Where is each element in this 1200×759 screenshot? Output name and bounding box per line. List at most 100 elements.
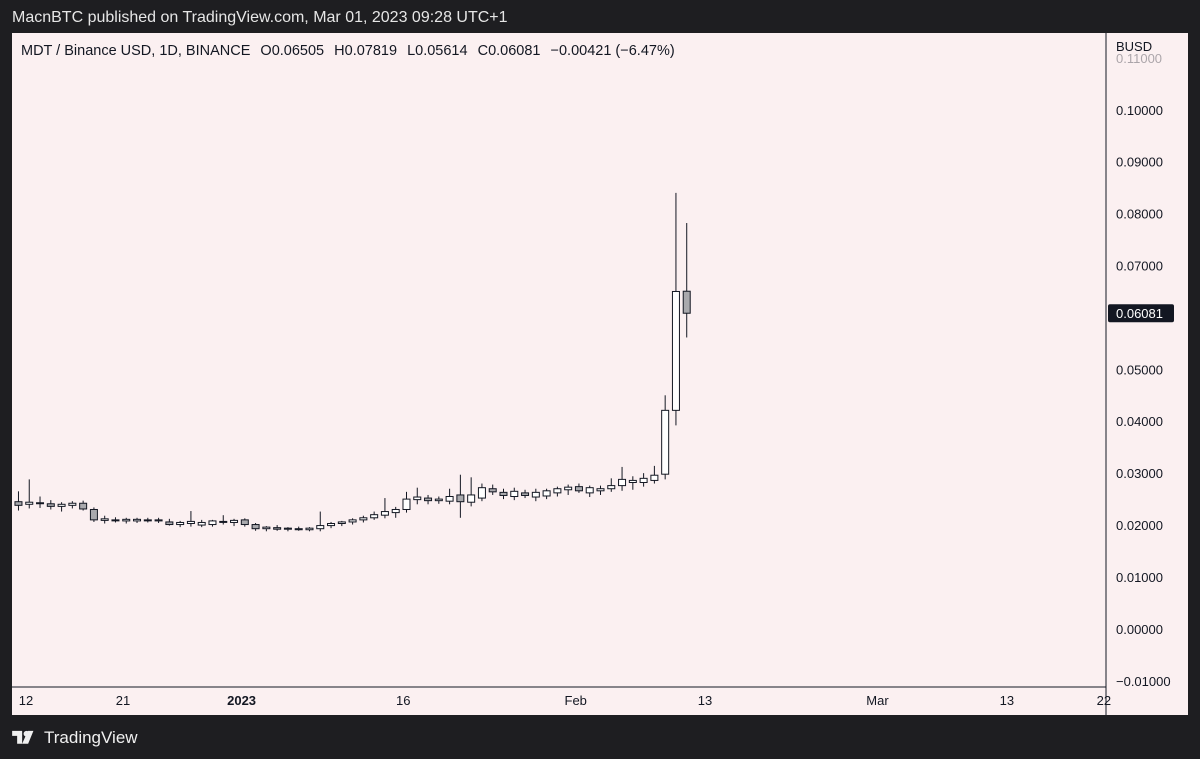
candle-body — [100, 518, 109, 521]
candle[interactable] — [424, 494, 433, 505]
candle-body — [89, 508, 98, 521]
candle-body — [219, 520, 228, 523]
time-tick-label: Feb — [565, 693, 587, 708]
candle[interactable] — [456, 474, 465, 518]
price-axis[interactable]: 0.11000 0.10000 0.09000 0.08000 0.07000 0.050… — [1116, 51, 1171, 689]
candle[interactable] — [100, 515, 109, 524]
candle[interactable] — [219, 515, 228, 525]
candle-body — [531, 491, 540, 498]
candle[interactable] — [111, 517, 120, 523]
candle-body — [294, 528, 303, 531]
candle[interactable] — [133, 517, 142, 523]
price-tick-label: 0.03000 — [1116, 466, 1163, 481]
candle[interactable] — [607, 478, 616, 492]
candle[interactable] — [661, 395, 670, 480]
candle[interactable] — [380, 498, 389, 519]
candle-body — [25, 501, 34, 505]
candle[interactable] — [564, 484, 573, 495]
candle[interactable] — [79, 500, 88, 511]
candle[interactable] — [531, 488, 540, 502]
candle[interactable] — [305, 527, 314, 532]
candle[interactable] — [348, 518, 357, 525]
candle[interactable] — [57, 502, 66, 512]
candle[interactable] — [553, 486, 562, 497]
price-tick-label: 0.02000 — [1116, 518, 1163, 533]
candle[interactable] — [445, 488, 454, 505]
candle-body — [348, 519, 357, 523]
candle[interactable] — [230, 518, 239, 527]
candle[interactable] — [434, 496, 443, 504]
candle-body — [273, 527, 282, 530]
candle[interactable] — [89, 507, 98, 522]
candle[interactable] — [273, 525, 282, 531]
candle-body — [143, 519, 152, 522]
candle[interactable] — [510, 487, 519, 501]
candle[interactable] — [143, 517, 152, 523]
candle-body — [628, 479, 637, 483]
candle[interactable] — [370, 511, 379, 520]
candle[interactable] — [68, 501, 77, 509]
candle[interactable] — [197, 519, 206, 528]
candle[interactable] — [628, 476, 637, 490]
candle[interactable] — [14, 491, 23, 511]
ohlc-low: L0.05614 — [407, 43, 468, 59]
candle[interactable] — [251, 522, 260, 531]
price-tick-label-partial: 0.11000 — [1116, 51, 1162, 66]
candle-body — [488, 488, 497, 493]
candle-body — [424, 497, 433, 502]
candle-body — [650, 474, 659, 481]
candle-body — [456, 494, 465, 503]
candle[interactable] — [208, 519, 217, 527]
candle[interactable] — [521, 489, 530, 499]
candle[interactable] — [650, 465, 659, 484]
candle-body — [380, 511, 389, 516]
candle[interactable] — [36, 496, 45, 508]
candle-body — [79, 502, 88, 510]
candle[interactable] — [337, 520, 346, 527]
publisher-line: MacnBTC published on TradingView.com, Ma… — [12, 9, 508, 26]
candle[interactable] — [682, 223, 691, 338]
candle[interactable] — [262, 526, 271, 532]
candle[interactable] — [585, 485, 594, 498]
candle[interactable] — [316, 511, 325, 532]
candle-body — [499, 491, 508, 496]
time-axis[interactable]: 12 21 2023 16 Feb 13 Mar 13 22 — [19, 693, 1111, 708]
candle[interactable] — [639, 473, 648, 487]
candle[interactable] — [122, 517, 131, 524]
candle[interactable] — [359, 515, 368, 523]
candle[interactable] — [671, 192, 680, 426]
price-tick-label: 0.05000 — [1116, 362, 1163, 377]
candle[interactable] — [477, 483, 486, 502]
price-tick-label: 0.07000 — [1116, 259, 1163, 274]
candle[interactable] — [294, 526, 303, 531]
candle-body — [197, 521, 206, 526]
candle[interactable] — [499, 488, 508, 500]
candle[interactable] — [467, 477, 476, 507]
chart-area[interactable] — [12, 33, 1188, 715]
symbol-name[interactable]: MDT / Binance USD, 1D, BINANCE — [21, 43, 251, 59]
candle[interactable] — [402, 491, 411, 513]
candle-body — [57, 503, 66, 507]
candle[interactable] — [327, 521, 336, 529]
chart-svg[interactable]: BUSD 0.11000 0.10000 0.09000 0.08000 0.07000… — [12, 33, 1188, 715]
candle[interactable] — [391, 506, 400, 518]
candle[interactable] — [283, 527, 292, 532]
candle[interactable] — [46, 500, 55, 510]
candle[interactable] — [25, 479, 34, 509]
tradingview-brand[interactable]: TradingView — [12, 728, 138, 748]
candles-layer — [14, 192, 691, 532]
candle[interactable] — [154, 517, 163, 523]
candle[interactable] — [240, 518, 249, 527]
candle-body — [230, 519, 239, 523]
candle[interactable] — [596, 485, 605, 495]
candle[interactable] — [186, 511, 195, 527]
candle[interactable] — [413, 487, 422, 505]
candle[interactable] — [165, 518, 174, 526]
candle[interactable] — [488, 484, 497, 495]
candle[interactable] — [618, 466, 627, 491]
candle[interactable] — [542, 488, 551, 500]
candle[interactable] — [176, 520, 185, 528]
candle[interactable] — [574, 483, 583, 493]
price-tick-label: 0.09000 — [1116, 155, 1163, 170]
candle-body — [477, 487, 486, 499]
